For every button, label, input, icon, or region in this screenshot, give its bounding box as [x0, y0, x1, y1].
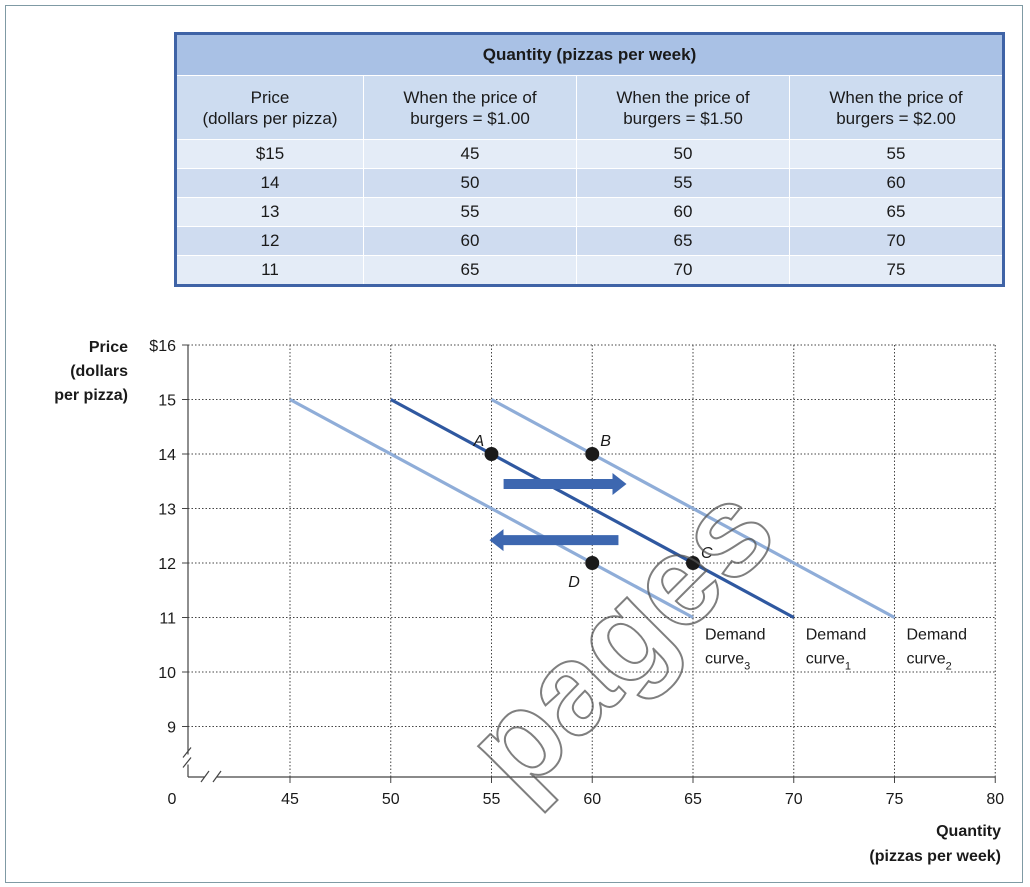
- table-cell: 70: [789, 226, 1004, 256]
- table-cell: 65: [576, 226, 790, 256]
- header-burger-100: When the price of burgers = $1.00: [363, 75, 577, 140]
- table-cell: 65: [363, 255, 577, 286]
- table-cell: $15: [175, 139, 364, 169]
- table-cell: 70: [576, 255, 790, 286]
- table-cell: 12: [175, 226, 364, 256]
- table-cell: 65: [789, 197, 1004, 227]
- table-row: 12 60 65 70: [175, 226, 1004, 256]
- table-cell: 55: [789, 139, 1004, 169]
- header-price: Price (dollars per pizza): [175, 75, 364, 140]
- table-cell: 60: [789, 168, 1004, 198]
- table-cell: 45: [363, 139, 577, 169]
- header-burger-150: When the price of burgers = $1.50: [576, 75, 790, 140]
- table-row: $15 45 50 55: [175, 139, 1004, 169]
- table-cell: 55: [576, 168, 790, 198]
- table-cell: 60: [363, 226, 577, 256]
- demand-schedule-table: Quantity (pizzas per week) Price (dollars…: [174, 32, 1005, 287]
- table-cell: 60: [576, 197, 790, 227]
- table-cell: 14: [175, 168, 364, 198]
- table-cell: 50: [576, 139, 790, 169]
- table-row: 14 50 55 60: [175, 168, 1004, 198]
- table-cell: 50: [363, 168, 577, 198]
- header-burger-200: When the price of burgers = $2.00: [789, 75, 1004, 140]
- table-cell: 55: [363, 197, 577, 227]
- table-cell: 13: [175, 197, 364, 227]
- table-cell: 75: [789, 255, 1004, 286]
- table-cell: 11: [175, 255, 364, 286]
- table-row: 13 55 60 65: [175, 197, 1004, 227]
- table-row: 11 65 70 75: [175, 255, 1004, 286]
- table-title: Quantity (pizzas per week): [175, 33, 1004, 76]
- figure-frame: [5, 5, 1023, 883]
